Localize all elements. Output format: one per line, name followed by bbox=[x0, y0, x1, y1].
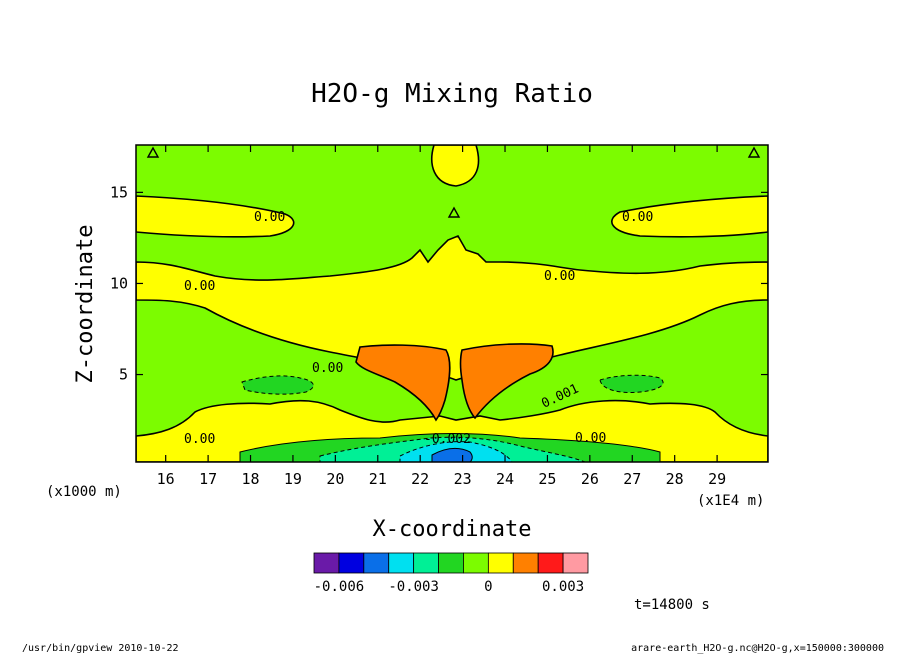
x-axis-ticks: 16 17 18 19 20 21 22 23 24 25 26 27 28 29 bbox=[157, 145, 726, 488]
colorbar-swatch bbox=[537, 552, 564, 574]
contour-label: 0.00 bbox=[575, 431, 606, 446]
x-tick-label: 24 bbox=[496, 470, 514, 488]
colorbar-tick-label: -0.003 bbox=[388, 579, 439, 595]
colorbar-swatch bbox=[512, 552, 539, 574]
contour-label: 0.00 bbox=[544, 269, 575, 284]
colorbar-swatch bbox=[562, 552, 589, 574]
colorbar-swatch bbox=[338, 552, 365, 574]
contour-region-top-bubble bbox=[431, 145, 480, 187]
x-axis-label: X-coordinate bbox=[373, 517, 532, 542]
contour-region-orange-left bbox=[355, 344, 451, 422]
plot-frame bbox=[135, 144, 769, 463]
contour-region-orange-right bbox=[459, 343, 554, 420]
x-tick-label: 26 bbox=[581, 470, 599, 488]
colorbar-swatch bbox=[487, 552, 514, 574]
contour-label: -0.002 bbox=[424, 432, 471, 447]
contour-region-upper-right bbox=[611, 195, 768, 238]
y-axis-unit: (x1000 m) bbox=[46, 484, 122, 500]
footer-left: /usr/bin/gpview 2010-10-22 bbox=[22, 643, 179, 654]
y-tick-label: 15 bbox=[110, 183, 128, 201]
y-axis-label: Z-coordinate bbox=[73, 225, 98, 384]
x-tick-label: 19 bbox=[284, 470, 302, 488]
contour-label: 0.00 bbox=[184, 432, 215, 447]
x-tick-label: 25 bbox=[538, 470, 556, 488]
x-tick-label: 23 bbox=[454, 470, 472, 488]
colorbar bbox=[313, 552, 589, 574]
marker-triangle-left bbox=[146, 146, 160, 158]
x-tick-label: 18 bbox=[241, 470, 259, 488]
time-label: t=14800 s bbox=[634, 597, 710, 613]
filled-contours bbox=[136, 145, 768, 462]
x-tick-label: 16 bbox=[157, 470, 175, 488]
contour-label: 0.00 bbox=[622, 210, 653, 225]
colorbar-swatch bbox=[438, 552, 464, 574]
x-tick-label: 28 bbox=[666, 470, 684, 488]
x-tick-label: 29 bbox=[708, 470, 726, 488]
colorbar-tick-label: 0.003 bbox=[542, 579, 584, 595]
contour-label: 0.00 bbox=[254, 210, 285, 225]
marker-triangle-center bbox=[447, 206, 461, 218]
colorbar-swatch bbox=[313, 552, 340, 574]
colorbar-labels: -0.006 -0.003 0 0.003 bbox=[314, 579, 585, 595]
marker-triangle-right bbox=[747, 146, 761, 158]
colorbar-tick-label: 0 bbox=[484, 579, 492, 595]
y-tick-label: 10 bbox=[110, 274, 128, 292]
contour-patch-right bbox=[599, 374, 664, 393]
contour-patch-left bbox=[241, 375, 314, 395]
x-tick-label: 22 bbox=[411, 470, 429, 488]
contour-label: 0.00 bbox=[312, 361, 343, 376]
contour-region-upper-left bbox=[136, 195, 295, 238]
contour-label: 0.00 bbox=[184, 279, 215, 294]
colorbar-swatch bbox=[413, 552, 439, 574]
x-tick-label: 21 bbox=[369, 470, 387, 488]
footer-right: arare-earth_H2O-g.nc@H2O-g,x=150000:3000… bbox=[631, 643, 884, 654]
x-axis-unit: (x1E4 m) bbox=[697, 493, 764, 509]
x-tick-label: 27 bbox=[623, 470, 641, 488]
x-tick-label: 20 bbox=[326, 470, 344, 488]
y-axis-ticks: 5 10 15 bbox=[110, 183, 768, 384]
colorbar-swatch bbox=[363, 552, 390, 574]
y-tick-label: 5 bbox=[119, 366, 128, 384]
chart-title: H2O-g Mixing Ratio bbox=[311, 79, 593, 109]
colorbar-swatch bbox=[388, 552, 415, 574]
colorbar-tick-label: -0.006 bbox=[314, 579, 365, 595]
x-tick-label: 17 bbox=[199, 470, 217, 488]
colorbar-swatch bbox=[463, 552, 489, 574]
